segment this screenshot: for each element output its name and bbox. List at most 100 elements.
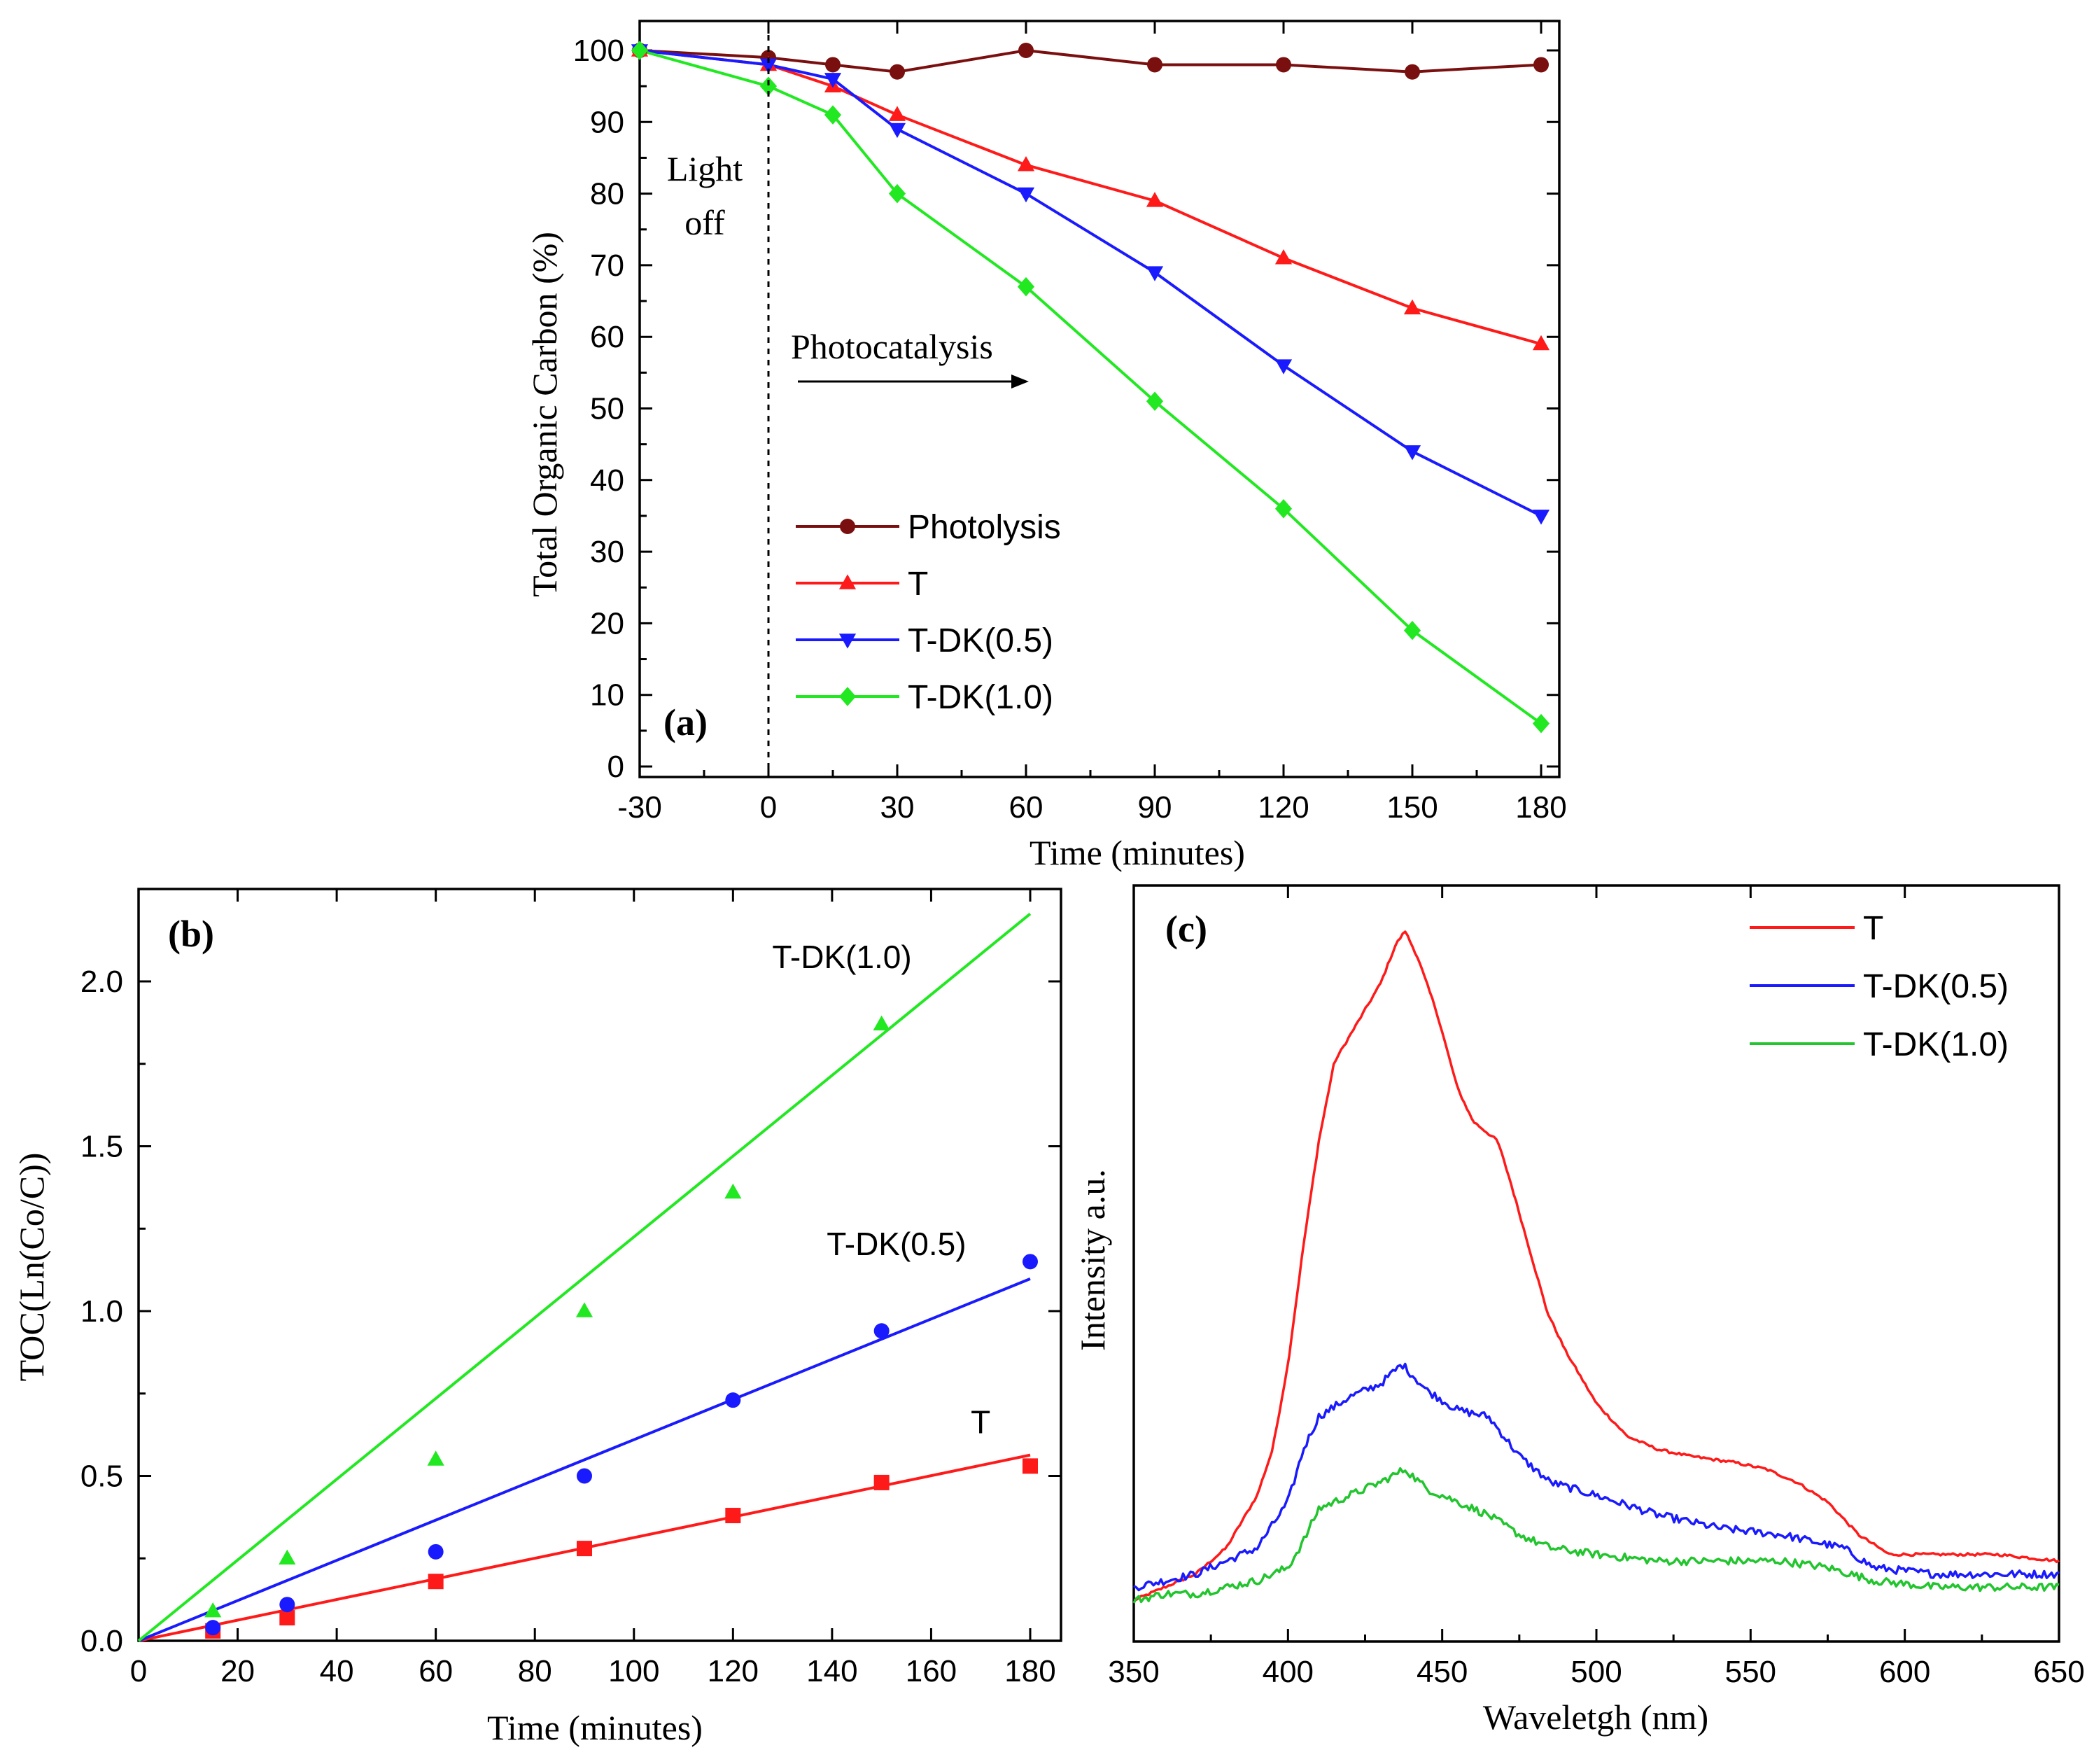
panel-a-ytick-label: 20 bbox=[590, 606, 624, 640]
panel-a-point-Photolysis bbox=[1533, 57, 1549, 73]
panel-b-ticks: 0 20 40 60 80 100 120 140 160 180 0.0 0.5 1.0 1.5 2.0 bbox=[80, 889, 1061, 1688]
panel-a-point-T bbox=[1017, 156, 1035, 172]
panel-c-xtick-label: 450 bbox=[1417, 1655, 1468, 1689]
panel-b-point-T bbox=[1023, 1458, 1038, 1474]
panel-c-xtick-label: 500 bbox=[1570, 1655, 1622, 1689]
panel-b-xtick-label: 180 bbox=[1004, 1654, 1055, 1688]
panel-a-xtick-label: 180 bbox=[1515, 790, 1566, 825]
panel-a: -30 0 30 60 90 120 150 180 0 10 20 30 40 50 60 70 80 90 10… bbox=[525, 20, 1567, 872]
panel-a-point-Photolysis bbox=[1405, 64, 1420, 80]
panel-a-ytick-label: 30 bbox=[590, 535, 624, 569]
panel-b-xtick-label: 60 bbox=[419, 1654, 453, 1688]
panel-a-point-T-DK(0.5) bbox=[1017, 187, 1035, 203]
panel-a-point-T-DK(0.5) bbox=[1403, 445, 1421, 461]
panel-b-xlabel: Time (minutes) bbox=[487, 1708, 703, 1747]
panel-a-point-T-DK(0.5) bbox=[888, 122, 906, 139]
panel-b-point-T-DK(1.0) bbox=[575, 1302, 593, 1317]
panel-a-point-T-DK(1.0) bbox=[888, 183, 906, 204]
panel-a-ticks: -30 0 30 60 90 120 150 180 0 10 20 30 40 50 60 70 80 90 10… bbox=[573, 21, 1567, 825]
panel-c-spectrum-T-DK(1.0) bbox=[1132, 1466, 2060, 1604]
panel-a-label: (a) bbox=[663, 701, 708, 743]
panel-a-legend-marker bbox=[838, 687, 857, 706]
panel-b-point-T-DK(0.5) bbox=[205, 1620, 221, 1636]
panel-c-xtick-label: 550 bbox=[1725, 1655, 1776, 1689]
photocatalysis-arrow bbox=[798, 374, 1029, 388]
panel-a-ytick-label: 40 bbox=[590, 463, 624, 498]
panel-a-xtick-label: 90 bbox=[1138, 790, 1172, 825]
panel-b-markers bbox=[204, 1015, 1038, 1639]
panel-b-point-T-DK(0.5) bbox=[873, 1323, 890, 1339]
panel-a-legend-label: T-DK(0.5) bbox=[908, 622, 1053, 659]
panel-a-ytick-label: 10 bbox=[590, 678, 624, 713]
panel-a-point-T-DK(1.0) bbox=[824, 105, 842, 125]
panel-a-xtick-label: 60 bbox=[1009, 790, 1044, 825]
panel-b-point-T-DK(1.0) bbox=[204, 1602, 222, 1618]
panel-c-xlabel: Waveletgh (nm) bbox=[1483, 1698, 1708, 1737]
panel-a-point-Photolysis bbox=[825, 57, 841, 73]
panel-b-point-T-DK(1.0) bbox=[279, 1549, 296, 1565]
panel-a-ytick-label: 80 bbox=[590, 177, 624, 211]
panel-a-point-T bbox=[1274, 249, 1293, 265]
panel-a-legend-label: T bbox=[908, 566, 928, 603]
panel-c-legend: T T-DK(0.5) T-DK(1.0) bbox=[1750, 910, 2009, 1063]
panel-b-label: (b) bbox=[168, 913, 214, 955]
panel-a-point-T bbox=[1532, 335, 1550, 351]
panel-a-point-T bbox=[1403, 299, 1421, 315]
panel-a-point-T-DK(1.0) bbox=[1532, 713, 1550, 734]
panel-b-point-T-DK(1.0) bbox=[427, 1450, 444, 1466]
panel-b-ytick-label: 0.5 bbox=[80, 1460, 123, 1494]
panel-b-ytick-label: 0.0 bbox=[80, 1624, 123, 1658]
panel-a-ytick-label: 90 bbox=[590, 105, 624, 139]
panel-b-fit-lines bbox=[137, 912, 1032, 1642]
panel-c-label: (c) bbox=[1165, 908, 1207, 950]
panel-a-legend-label: T-DK(1.0) bbox=[908, 679, 1053, 716]
panel-a-point-T-DK(0.5) bbox=[1532, 510, 1550, 525]
panel-a-point-T-DK(0.5) bbox=[759, 58, 778, 74]
panel-a-legend: Photolysis T T-DK(0.5) T-DK(1.0) bbox=[796, 509, 1061, 716]
panel-a-point-T-DK(1.0) bbox=[1017, 276, 1035, 297]
panel-b-point-T bbox=[873, 1474, 890, 1490]
panel-b-xtick-label: 160 bbox=[906, 1654, 957, 1688]
panel-a-ytick-label: 50 bbox=[590, 392, 624, 426]
panel-a-xlabel: Time (minutes) bbox=[1030, 833, 1245, 872]
panel-b-ytick-label: 1.0 bbox=[80, 1294, 123, 1329]
panel-c-series bbox=[1132, 930, 2060, 1604]
panel-a-xtick-label: 0 bbox=[760, 790, 777, 825]
panel-b-series-labels: T T-DK(0.5) T-DK(1.0) bbox=[772, 939, 990, 1440]
panel-b-xtick-label: 140 bbox=[806, 1654, 857, 1688]
panel-c-xtick-label: 650 bbox=[2033, 1655, 2084, 1689]
light-off-label-line2: off bbox=[684, 203, 725, 242]
panel-a-ytick-label: 70 bbox=[590, 248, 624, 283]
panel-a-point-T bbox=[888, 106, 906, 121]
panel-b-ylabel: TOC(Ln(Co/C)) bbox=[12, 1153, 51, 1382]
panel-a-xtick-label: 120 bbox=[1258, 790, 1309, 825]
panel-a-ytick-label: 100 bbox=[573, 34, 624, 68]
panel-b-xtick-label: 120 bbox=[708, 1654, 759, 1688]
panel-a-legend-label: Photolysis bbox=[908, 509, 1061, 546]
panel-b-point-T-DK(0.5) bbox=[428, 1544, 444, 1560]
panel-b-ytick-label: 1.5 bbox=[80, 1130, 123, 1164]
panel-a-point-T-DK(0.5) bbox=[1274, 359, 1293, 374]
panel-b-xtick-label: 20 bbox=[220, 1654, 255, 1688]
panel-c-legend-label: T-DK(1.0) bbox=[1863, 1026, 2009, 1063]
panel-c-xtick-label: 600 bbox=[1879, 1655, 1930, 1689]
panel-b-point-T-DK(1.0) bbox=[724, 1183, 742, 1199]
panel-b-point-T bbox=[725, 1508, 741, 1524]
panel-a-frame bbox=[638, 20, 1561, 778]
panel-a-point-T-DK(0.5) bbox=[824, 73, 842, 88]
panel-a-legend-marker bbox=[838, 634, 857, 649]
photocatalysis-label: Photocatalysis bbox=[791, 327, 993, 366]
panel-b-series-label: T bbox=[971, 1404, 990, 1440]
panel-b-ytick-label: 2.0 bbox=[80, 965, 123, 999]
panel-a-legend-marker bbox=[840, 519, 855, 534]
panel-a-ytick-label: 0 bbox=[607, 750, 624, 784]
panel-a-point-Photolysis bbox=[1276, 57, 1291, 73]
panel-a-point-Photolysis bbox=[1147, 57, 1162, 73]
panel-b-xtick-label: 40 bbox=[320, 1654, 354, 1688]
panel-a-markers bbox=[631, 41, 1550, 734]
panel-a-point-T-DK(1.0) bbox=[631, 41, 649, 60]
panel-b-xtick-label: 100 bbox=[608, 1654, 659, 1688]
panel-a-point-T-DK(1.0) bbox=[1146, 391, 1164, 412]
panel-a-point-T bbox=[1146, 192, 1164, 207]
panel-b-series-label: T-DK(0.5) bbox=[827, 1226, 966, 1262]
